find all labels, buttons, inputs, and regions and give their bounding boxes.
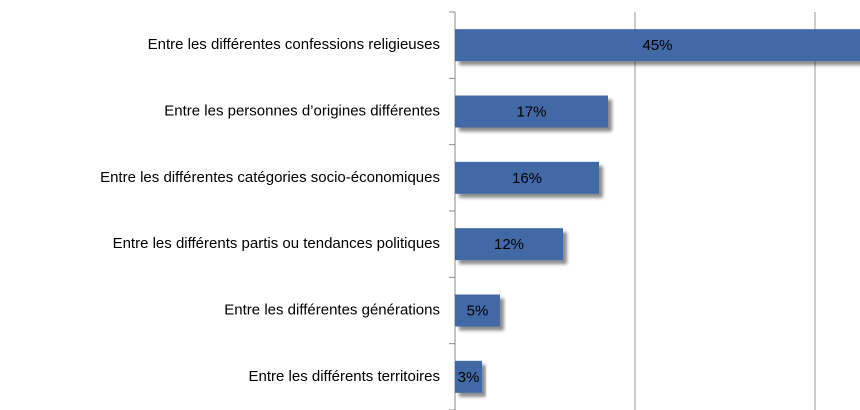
category-label: Entre les différentes confessions religi… (148, 36, 440, 53)
data-label: 5% (467, 302, 489, 319)
category-label: Entre les différentes catégories socio-é… (100, 169, 440, 186)
data-label: 16% (512, 170, 542, 187)
bar (455, 228, 563, 261)
bar (455, 161, 599, 194)
category-label: Entre les personnes d’origines différent… (164, 102, 440, 119)
bar (455, 95, 608, 128)
category-label: Entre les différents territoires (249, 368, 440, 385)
data-label: 45% (642, 37, 672, 54)
bar (455, 360, 482, 393)
bar (455, 29, 860, 62)
bar (455, 294, 500, 327)
category-label: Entre les différents partis ou tendances… (113, 235, 440, 252)
data-label: 3% (458, 369, 480, 386)
data-label: 17% (516, 103, 546, 120)
category-label: Entre les différentes générations (224, 301, 440, 318)
data-label: 12% (494, 236, 524, 253)
